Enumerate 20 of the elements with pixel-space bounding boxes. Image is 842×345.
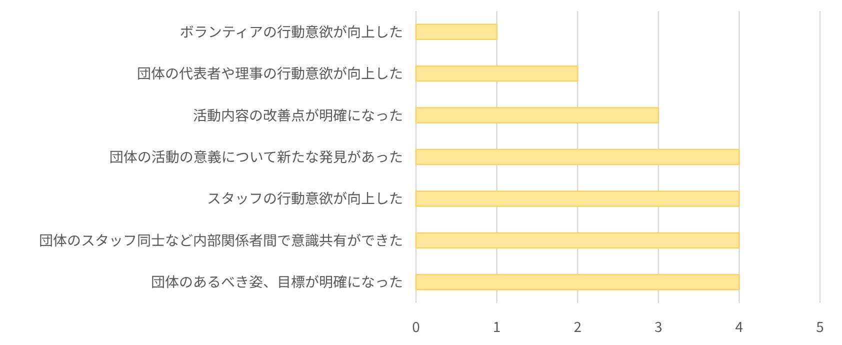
bar <box>415 24 498 40</box>
x-tick-label: 0 <box>412 317 420 337</box>
x-tick-label: 5 <box>816 317 824 337</box>
y-tick-label: 団体の活動の意義について新たな発見があった <box>109 147 403 167</box>
y-tick-label: 団体の代表者や理事の行動意欲が向上した <box>137 64 403 84</box>
x-tick-label: 1 <box>492 317 501 337</box>
y-tick-label: 団体のスタッフ同士など内部関係者間で意識共有ができた <box>39 230 403 250</box>
y-tick-label: スタッフの行動意欲が向上した <box>207 188 403 209</box>
y-tick-label: 活動内容の改善点が明確になった <box>193 105 403 126</box>
bar <box>415 65 578 82</box>
x-tick-label: 2 <box>574 317 582 337</box>
x-tick-label: 4 <box>735 317 744 337</box>
bar <box>415 107 660 124</box>
bar <box>415 190 740 207</box>
y-tick-label: 団体のあるべき姿、目標が明確になった <box>151 272 403 292</box>
bar <box>415 148 740 166</box>
y-tick-label: ボランティアの行動意欲が向上した <box>180 22 403 42</box>
bar <box>415 274 740 290</box>
x-tick-label: 3 <box>654 317 662 337</box>
bar <box>415 232 740 249</box>
